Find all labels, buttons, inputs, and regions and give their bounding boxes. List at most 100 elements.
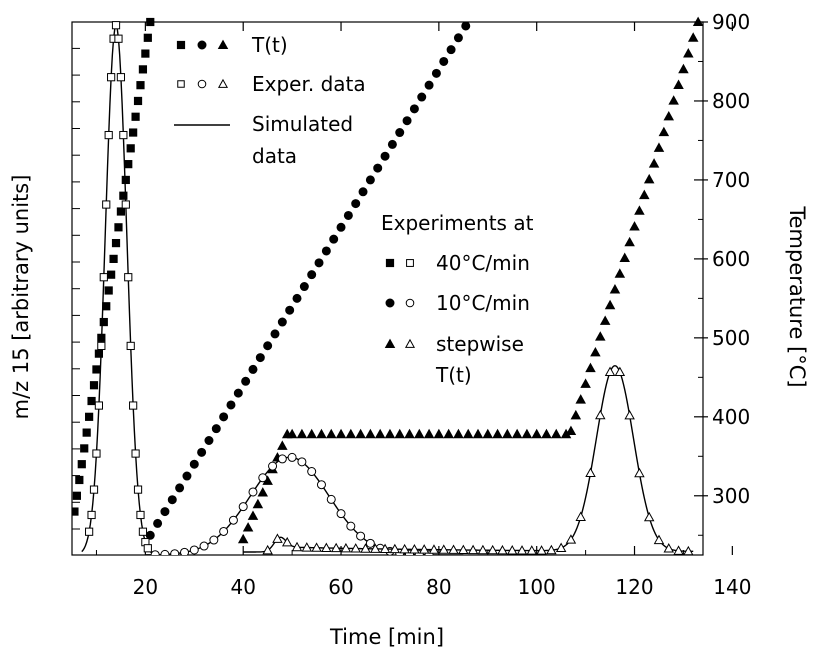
y-right-tick-label: 900	[712, 10, 750, 34]
open-triangle-marker	[546, 544, 557, 555]
triangle-marker	[453, 428, 464, 439]
y-right-tick-label: 500	[712, 326, 750, 350]
circle-marker	[263, 341, 273, 351]
x-tick-label: 40	[230, 575, 255, 599]
plot-series	[72, 16, 704, 555]
circle-marker	[197, 447, 207, 457]
open-triangle-marker	[448, 544, 459, 554]
square-marker	[126, 144, 135, 153]
y-right-tick-label: 400	[712, 405, 750, 429]
triangle-marker	[673, 79, 684, 89]
open-square-marker	[129, 401, 138, 410]
triangle-marker	[296, 428, 308, 439]
x-tick-label: 60	[328, 575, 353, 599]
square-marker	[176, 40, 186, 50]
legend-title-experiments: Experiments at	[381, 211, 534, 235]
open-circle-marker	[199, 541, 209, 551]
triangle-marker	[683, 48, 694, 58]
circle-marker	[321, 246, 331, 256]
open-square-marker	[104, 130, 113, 140]
open-triangle-marker	[653, 534, 665, 545]
circle-marker	[409, 104, 419, 114]
circle-marker	[189, 459, 199, 469]
circle-marker	[307, 270, 317, 280]
circle-marker	[285, 305, 295, 315]
circle-marker	[461, 21, 471, 31]
square-marker	[136, 81, 145, 90]
circle-marker	[299, 282, 309, 292]
triangle-marker	[384, 428, 396, 439]
triangle-marker	[252, 498, 264, 509]
triangle-marker	[609, 284, 621, 294]
triangle-marker	[580, 378, 591, 388]
open-square-marker	[89, 485, 99, 494]
square-marker	[72, 507, 79, 516]
square-marker	[107, 270, 116, 279]
open-square-marker	[133, 485, 143, 494]
triangle-marker	[663, 110, 675, 121]
circle-marker	[351, 199, 361, 209]
circle-marker	[439, 56, 449, 66]
triangle-marker	[482, 428, 494, 439]
square-marker	[143, 33, 152, 42]
open-triangle-marker	[555, 542, 567, 552]
open-circle-marker	[228, 515, 238, 525]
triangle-marker	[643, 173, 655, 184]
triangle-marker	[648, 158, 660, 168]
open-square-marker	[119, 130, 128, 140]
circle-marker	[417, 92, 427, 102]
open-triangle-marker	[624, 409, 635, 420]
open-triangle-marker	[389, 543, 401, 554]
square-marker	[99, 317, 108, 327]
open-square-marker	[99, 273, 108, 282]
triangle-marker	[692, 16, 704, 27]
legend-label-t: T(t)	[251, 33, 288, 57]
triangle-marker	[604, 299, 616, 310]
open-triangle-marker	[536, 545, 547, 555]
open-circle-marker	[326, 494, 336, 504]
open-triangle-marker	[321, 542, 332, 552]
triangle-marker	[404, 428, 415, 439]
triangle-marker	[658, 126, 670, 137]
square-marker	[72, 491, 81, 500]
triangle-marker	[585, 362, 596, 373]
triangle-marker	[433, 428, 445, 439]
triangle-marker	[355, 428, 366, 439]
open-triangle-marker	[291, 541, 303, 552]
triangle-marker	[257, 487, 269, 497]
open-triangle-marker	[516, 545, 528, 555]
triangle-marker	[306, 428, 317, 439]
triangle-marker	[217, 39, 229, 50]
triangle-marker	[277, 440, 288, 450]
open-circle-marker	[346, 521, 356, 531]
open-square-marker	[143, 544, 152, 553]
simulated-curve	[243, 364, 694, 553]
triangle-marker	[624, 236, 635, 247]
triangle-marker	[511, 428, 523, 439]
plot-area	[72, 16, 704, 555]
open-triangle-marker	[585, 467, 596, 477]
square-marker	[133, 96, 143, 106]
square-marker	[119, 191, 128, 200]
square-marker	[116, 207, 126, 216]
triangle-marker	[443, 428, 454, 439]
circle-marker	[160, 507, 170, 517]
square-marker	[87, 396, 96, 406]
triangle-marker	[237, 533, 249, 544]
open-circle-marker	[307, 467, 317, 477]
open-square-marker	[92, 449, 101, 458]
square-marker	[89, 381, 99, 390]
open-circle-marker	[405, 298, 415, 308]
circle-marker	[387, 139, 397, 149]
open-triangle-marker	[217, 78, 229, 88]
square-marker	[138, 65, 148, 74]
circle-marker	[385, 298, 395, 308]
open-triangle-marker	[497, 544, 508, 555]
circle-marker	[453, 33, 463, 43]
circle-marker	[373, 163, 383, 173]
open-triangle-marker	[360, 543, 371, 553]
open-square-marker	[177, 80, 185, 88]
x-axis-label: Time [min]	[329, 625, 444, 649]
open-square-marker	[111, 21, 121, 30]
